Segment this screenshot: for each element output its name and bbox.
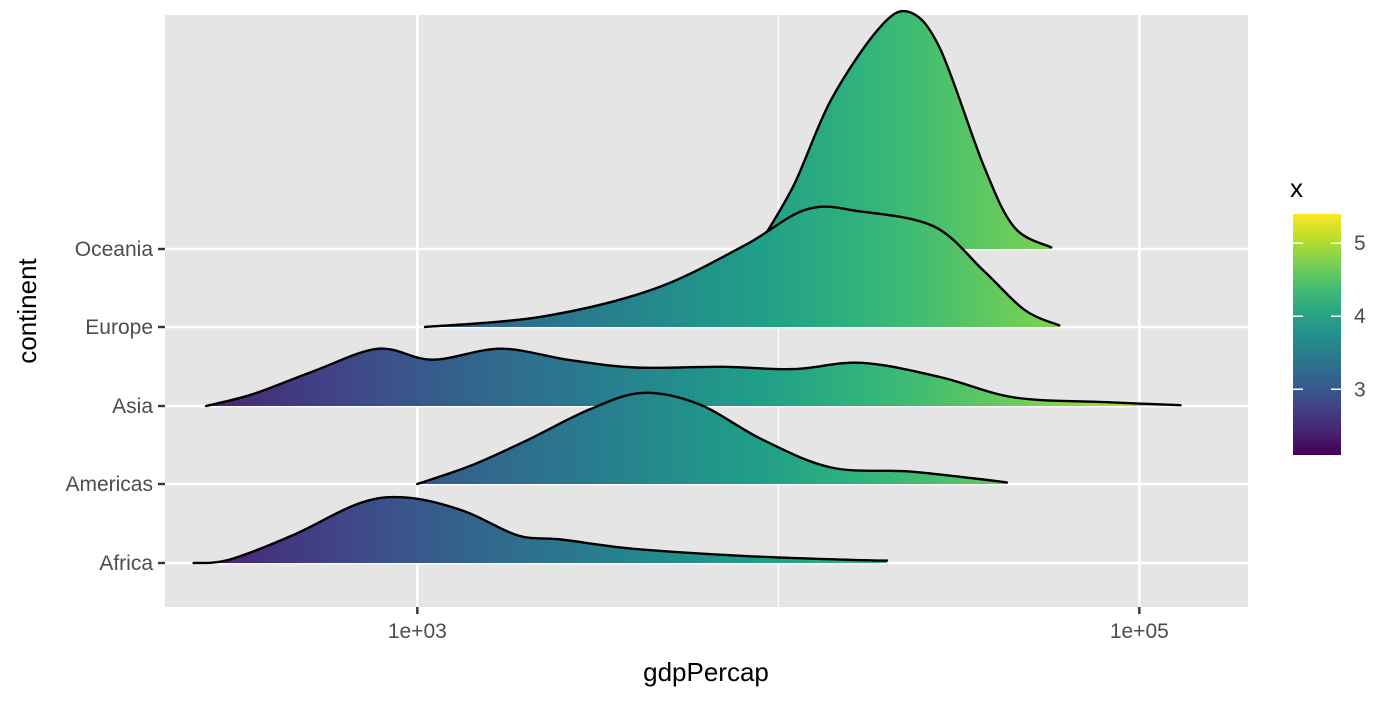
color-legend: x 3 4 5 [1290, 173, 1366, 455]
ridges [192, 9, 1182, 565]
ridge-line-oceania [755, 9, 1053, 251]
x-axis-title: gdpPercap [643, 657, 769, 687]
ridge-fill-asia [206, 348, 1181, 406]
legend-title: x [1290, 173, 1303, 203]
x-tick-label: 1e+05 [1110, 620, 1169, 643]
ridge-line-africa [192, 495, 889, 565]
y-tick-label: Europe [85, 316, 153, 339]
y-tick-label: Oceania [75, 238, 154, 261]
legend-tick-label: 3 [1354, 378, 1366, 401]
axes: Africa Americas Asia Europe Oceania 1e+03 1e+0… [65, 238, 1168, 643]
x-tick-label: 1e+03 [388, 620, 447, 643]
y-axis-title: continent [12, 257, 42, 363]
y-tick-label: Americas [65, 473, 153, 496]
ridge-fill-americas [417, 392, 1007, 484]
ridge-line-americas [416, 391, 1009, 486]
ridge-fill-europe [425, 206, 1060, 327]
y-tick-label: Asia [112, 395, 153, 418]
ridge-line-asia [204, 347, 1182, 408]
ridge-fill-oceania [756, 10, 1052, 249]
legend-tick-label: 4 [1354, 305, 1366, 328]
legend-tick-label: 5 [1354, 232, 1366, 255]
ridge-line-europe [423, 205, 1061, 329]
y-tick-label: Africa [99, 552, 153, 575]
ridge-fill-africa [193, 497, 888, 563]
legend-colorbar [1293, 214, 1341, 455]
